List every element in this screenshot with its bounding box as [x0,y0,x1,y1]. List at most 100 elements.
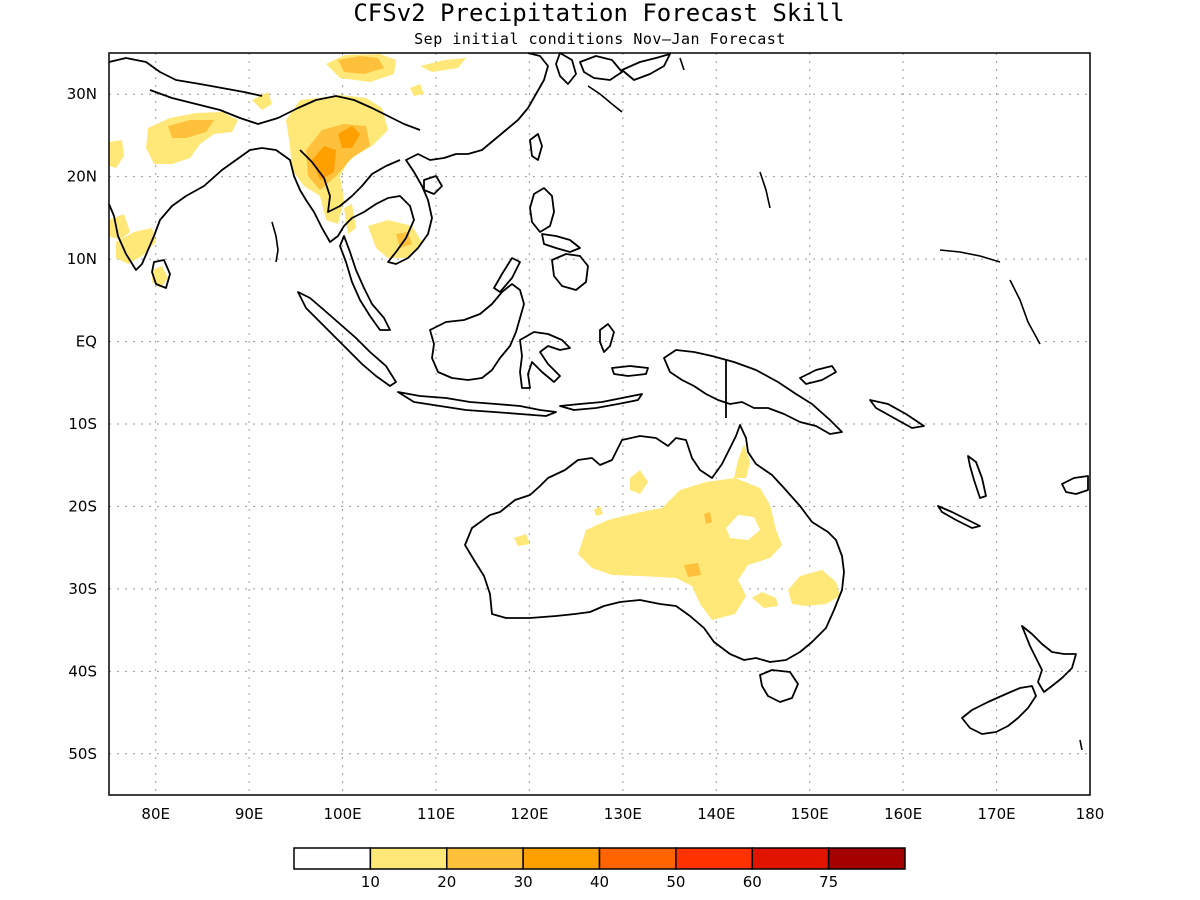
lat-tick-label: 30N [67,85,97,103]
coastline-palawan [493,257,521,293]
colorbar-swatch [446,847,524,870]
border-himalaya [149,89,421,131]
lon-tick-label: 110E [417,805,455,823]
coastline-java [397,391,557,417]
map-frame [108,52,1091,796]
coastline-mindanao [551,253,589,291]
skill-region-nw-dot [594,506,603,516]
lat-tick-label: 20N [67,168,97,186]
islands-kermadec [1079,739,1083,751]
skill-region-pilbara [514,534,530,546]
coastline-japan-honshu [621,53,671,81]
skill-spot-aus-2 [704,512,712,524]
lon-tick-label: 140E [697,805,735,823]
islands-marshall [1009,279,1041,345]
coastline-sulawesi [519,331,571,389]
skill-region-west-edge [109,140,124,168]
skill-region-indochina [368,220,422,258]
map-panel [108,52,1091,796]
colorbar-label: 50 [666,873,685,891]
colorbar-swatch [598,847,677,870]
colorbar-swatch [675,847,753,870]
skill-hole-australia [726,515,760,540]
lon-tick-label: 180 [1076,805,1105,823]
colorbar-label: 10 [361,873,380,891]
coastline-fiji [1061,475,1089,495]
lon-tick-label: 80E [141,805,170,823]
islands-carolines [939,249,1001,263]
map-subtitle: Sep initial conditions Nov–Jan Forecast [414,30,786,48]
coastline-taiwan [529,133,543,161]
colorbar-swatch [293,847,372,870]
skill-region-north-aus-strip [734,444,750,478]
colorbar-label: 20 [437,873,456,891]
islands-andaman [271,221,279,263]
graticule [109,53,1090,795]
lon-tick-label: 100E [324,805,362,823]
coastline-sumatra [297,291,397,387]
skill-spot-aus-1 [684,563,701,577]
small-islands [271,57,1083,751]
lon-tick-label: 90E [235,805,264,823]
skill-region-india-north [146,112,238,164]
lon-tick-label: 130E [604,805,642,823]
lon-tick-label: 170E [978,805,1016,823]
skill-spot-tibet [338,56,384,74]
colorbar-label: 30 [514,873,533,891]
lat-tick-label: 20S [68,497,97,515]
border-north-asia [108,57,263,97]
skill-region-kimberley [630,470,648,494]
coastline-malay-peninsula [339,235,391,331]
coastline-new-guinea [663,349,843,435]
colorbar-swatch [827,847,906,870]
lon-tick-label: 160E [884,805,922,823]
coastline-nz-south [961,685,1037,735]
skill-core-myanmar [312,146,336,180]
skill-region-tibet-east [420,58,466,72]
lon-tick-label: 150E [791,805,829,823]
coastline-new-caledonia [937,505,981,529]
coastline-tasmania [759,669,799,703]
coastline-nz-north [1021,625,1077,693]
skill-region-bangladesh [252,92,272,110]
colorbar-swatch [369,847,448,870]
coastline-vanuatu [967,455,987,499]
lat-tick-label: 10S [68,415,97,433]
coastline-japan-kyushu [579,55,623,81]
skill-shading [109,54,840,620]
coastline-new-britain [799,365,837,385]
lat-tick-label: EQ [76,333,97,351]
colorbar-label: 60 [743,873,762,891]
coastline-korea [555,52,577,85]
colorbar-swatch [522,847,601,870]
islands-marianas [759,171,771,209]
map-title: CFSv2 Precipitation Forecast Skill [353,0,844,27]
colorbar-swatch [751,847,830,870]
coastline-luzon [529,187,555,233]
skill-region-vic [752,592,778,608]
skill-core-myanmar-north [338,126,360,148]
skill-region-australia [578,478,782,620]
skill-region-se-australia [788,570,840,606]
coastlines [108,52,1089,735]
colorbar-label: 75 [819,873,838,891]
coastline-australia [464,424,845,663]
border-indochina [299,149,401,213]
coastline-hainan [423,175,443,195]
coastline-sri-lanka [151,259,171,289]
coastline-borneo [429,283,525,381]
coastline-seram [611,365,649,377]
longitude-tick-labels: 80E 90E 100E 110E 120E 130E 140E 150E 160E 170E 18… [141,805,1104,823]
lat-tick-label: 30S [68,580,97,598]
coastline-lesser-sunda [559,393,643,411]
lat-tick-label: 40S [68,662,97,680]
latitude-tick-labels: 30N 20N 10N EQ 10S 20S 30S 40S 50S [67,85,97,763]
coastline-solomons [869,399,925,429]
lat-tick-label: 10N [67,250,97,268]
colorbar: 10 20 30 40 50 60 75 [293,847,906,891]
skill-spot-india-north [168,120,214,138]
colorbar-label: 40 [590,873,609,891]
coastline-asia-mainland [108,52,549,271]
skill-region-china-dot [410,84,424,96]
